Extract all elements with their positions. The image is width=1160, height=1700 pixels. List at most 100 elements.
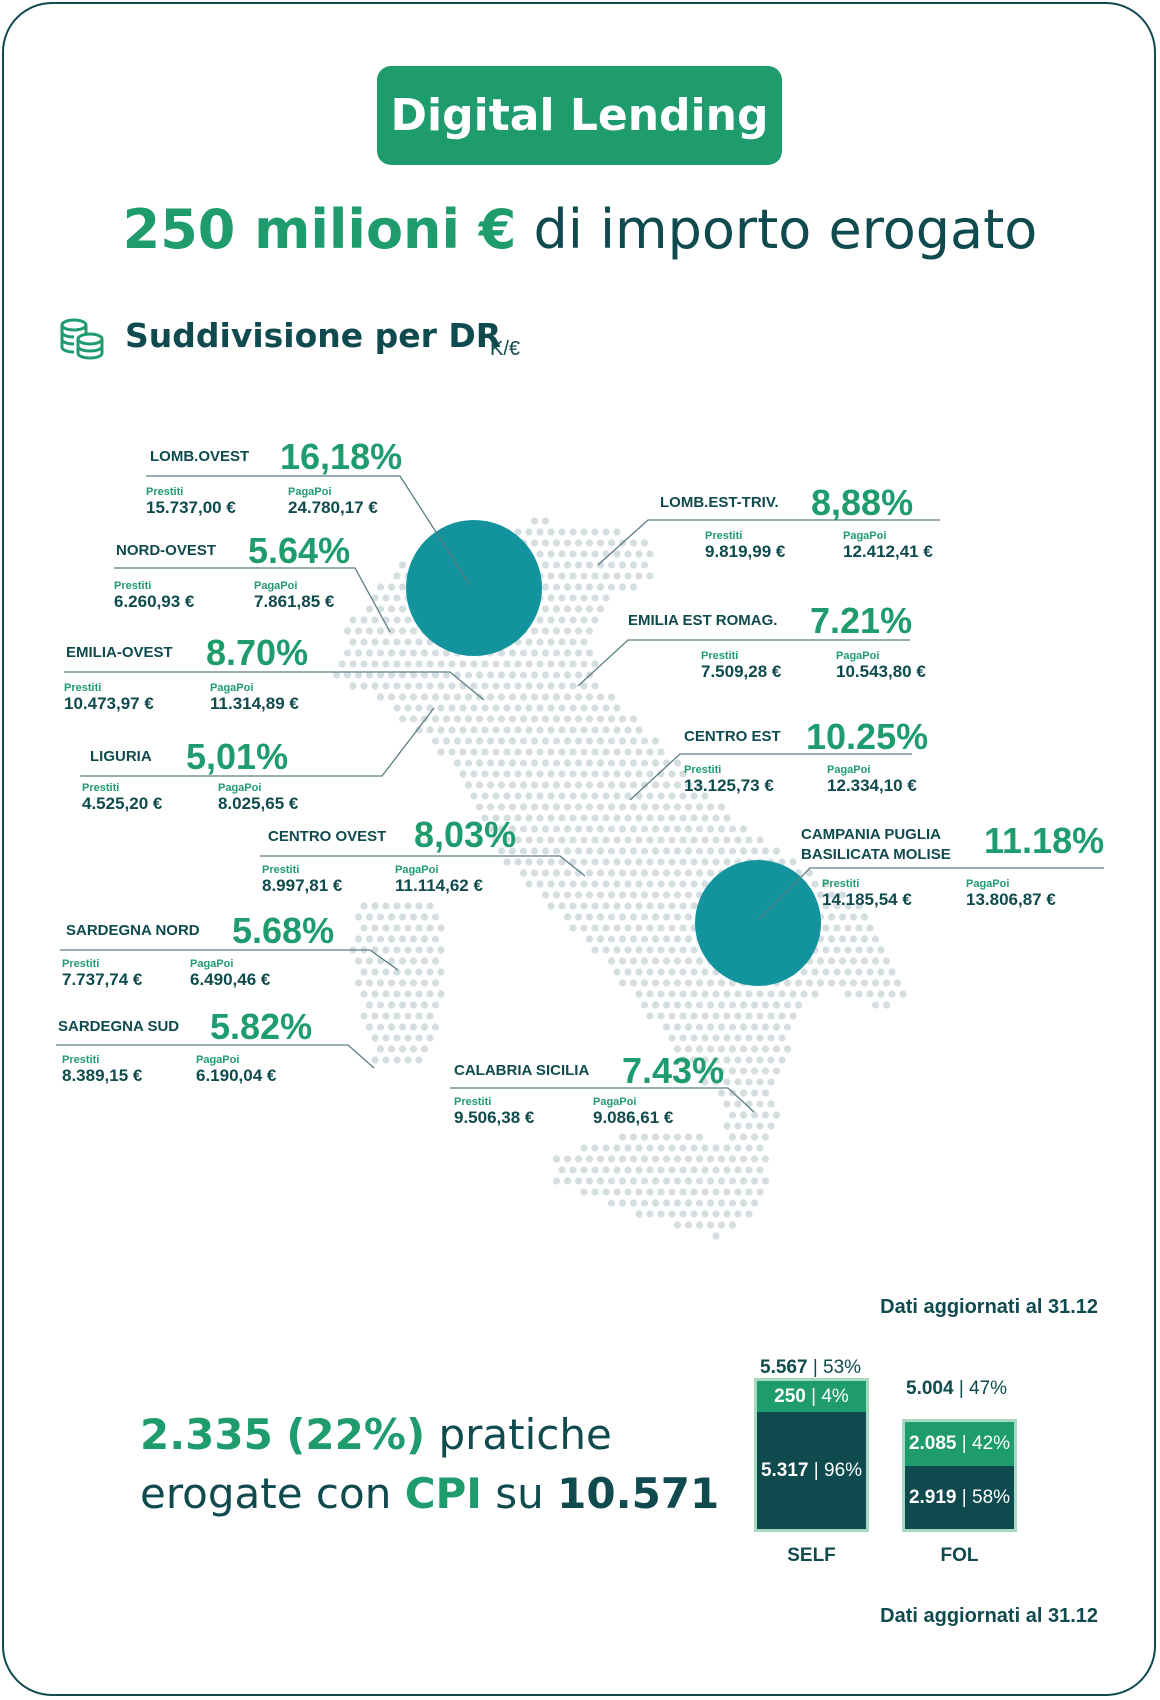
map-dot bbox=[574, 869, 583, 877]
map-dot bbox=[415, 990, 423, 998]
map-dot bbox=[519, 825, 528, 833]
map-dot bbox=[365, 627, 374, 635]
prestiti-value: 9.819,99 € bbox=[705, 542, 786, 561]
map-dot bbox=[657, 968, 665, 976]
prestiti-value: 13.125,73 € bbox=[684, 776, 774, 795]
map-dot bbox=[640, 935, 649, 943]
map-dot bbox=[574, 715, 583, 723]
map-dot bbox=[640, 913, 649, 921]
map-dot bbox=[569, 616, 577, 624]
map-dot bbox=[756, 1122, 764, 1130]
map-dot bbox=[354, 957, 363, 965]
map-dot bbox=[563, 759, 572, 767]
map-dot bbox=[602, 836, 610, 844]
map-dot bbox=[404, 946, 412, 954]
map-dot bbox=[877, 968, 885, 976]
map-dot bbox=[739, 1177, 748, 1185]
map-dot bbox=[602, 770, 610, 778]
map-dot bbox=[701, 1188, 709, 1196]
map-dot bbox=[816, 891, 825, 899]
map-dot bbox=[536, 638, 544, 646]
map-dot bbox=[404, 682, 412, 690]
map-dot bbox=[536, 814, 544, 822]
map-dot bbox=[382, 660, 390, 668]
map-dot bbox=[745, 836, 753, 844]
map-dot bbox=[552, 1177, 561, 1185]
map-dot bbox=[767, 1078, 775, 1086]
map-dot bbox=[695, 869, 704, 877]
map-dot bbox=[525, 704, 533, 712]
map-dot bbox=[783, 1023, 792, 1031]
map-dot bbox=[706, 1221, 715, 1229]
map-dot bbox=[640, 1155, 649, 1163]
map-dot bbox=[376, 1045, 385, 1053]
map-dot bbox=[673, 1001, 682, 1009]
map-dot bbox=[624, 792, 632, 800]
map-dot bbox=[668, 946, 676, 954]
map-dot bbox=[470, 660, 478, 668]
map-dot bbox=[503, 748, 511, 756]
leader-centro-ovest bbox=[260, 855, 586, 877]
map-dot bbox=[492, 814, 500, 822]
map-dot bbox=[613, 792, 621, 800]
map-dot bbox=[442, 737, 451, 745]
prestiti-value: 10.473,97 € bbox=[64, 694, 154, 713]
map-dot bbox=[734, 1210, 742, 1218]
map-dot bbox=[618, 1177, 627, 1185]
pagapoi-label: PagaPoi bbox=[190, 958, 234, 970]
map-dot bbox=[453, 759, 462, 767]
map-dot bbox=[519, 869, 528, 877]
map-dot bbox=[371, 638, 379, 646]
map-dot bbox=[629, 1199, 638, 1207]
map-dot bbox=[684, 957, 693, 965]
map-dot bbox=[360, 968, 368, 976]
map-dot bbox=[602, 792, 610, 800]
pagapoi-value: 9.086,61 € bbox=[593, 1108, 674, 1127]
map-dot bbox=[695, 1001, 704, 1009]
map-dot bbox=[536, 880, 544, 888]
map-dot bbox=[613, 968, 621, 976]
map-dot bbox=[701, 1012, 709, 1020]
map-dot bbox=[591, 682, 599, 690]
map-dot bbox=[635, 858, 643, 866]
map-dot bbox=[536, 726, 544, 734]
map-dot bbox=[651, 759, 660, 767]
map-dot bbox=[646, 1012, 654, 1020]
map-dot bbox=[827, 957, 836, 965]
map-dot bbox=[525, 638, 533, 646]
map-dot bbox=[855, 946, 863, 954]
map-dot bbox=[398, 649, 407, 657]
map-dot bbox=[734, 1144, 742, 1152]
map-dot bbox=[563, 1155, 572, 1163]
map-dot bbox=[475, 803, 484, 811]
map-dot bbox=[640, 979, 649, 987]
map-dot bbox=[536, 748, 544, 756]
map-dot bbox=[585, 715, 594, 723]
map-dot bbox=[723, 836, 731, 844]
map-dot bbox=[833, 924, 841, 932]
map-dot bbox=[756, 836, 764, 844]
map-dot bbox=[398, 671, 407, 679]
map-dot bbox=[629, 891, 638, 899]
map-dot bbox=[646, 946, 654, 954]
map-dot bbox=[717, 1023, 726, 1031]
map-dot bbox=[728, 1023, 737, 1031]
map-dot bbox=[690, 1144, 698, 1152]
map-dot bbox=[541, 825, 550, 833]
map-dot bbox=[888, 968, 896, 976]
map-dot bbox=[651, 869, 660, 877]
map-dot bbox=[536, 550, 544, 558]
region-name-line1: CAMPANIA PUGLIA bbox=[801, 826, 941, 843]
map-dot bbox=[563, 539, 572, 547]
map-dot bbox=[651, 1001, 660, 1009]
map-dot bbox=[679, 1144, 687, 1152]
map-dot bbox=[415, 1034, 423, 1042]
map-dot bbox=[849, 935, 858, 943]
map-dot bbox=[387, 671, 396, 679]
map-dot bbox=[596, 869, 605, 877]
map-dot bbox=[558, 528, 566, 536]
map-dot bbox=[409, 913, 418, 921]
map-dot bbox=[459, 748, 467, 756]
map-dot bbox=[585, 759, 594, 767]
map-dot bbox=[525, 528, 533, 536]
